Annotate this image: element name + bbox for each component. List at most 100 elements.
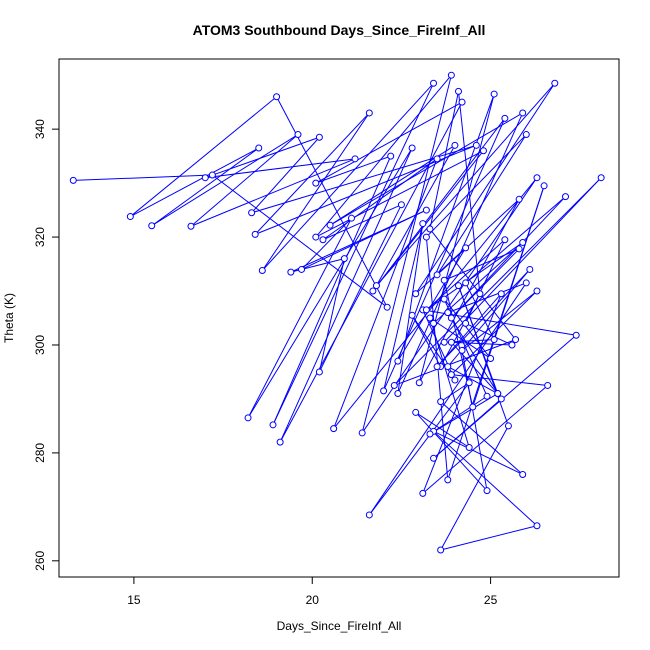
data-point — [412, 290, 420, 298]
data-point — [287, 268, 295, 276]
series-segment — [368, 382, 470, 516]
series-segment — [368, 282, 527, 516]
chart-title: ATOM3 Southbound Days_Since_FireInf_All — [193, 22, 486, 38]
data-point — [347, 214, 355, 222]
y-tick-label: 340 — [33, 119, 47, 139]
data-point — [312, 233, 320, 241]
data-point — [508, 341, 516, 349]
data-point — [476, 290, 484, 298]
data-point — [544, 381, 552, 389]
series-segment — [447, 366, 498, 394]
data-point — [422, 306, 430, 314]
series-segment — [361, 75, 452, 434]
data-point — [551, 79, 559, 87]
data-point — [358, 429, 366, 437]
data-point — [419, 489, 427, 497]
data-point — [465, 379, 473, 387]
data-point — [372, 282, 380, 290]
data-point — [397, 201, 405, 209]
series-segment — [436, 269, 531, 367]
data-point — [430, 319, 438, 327]
series-segment — [451, 341, 513, 346]
series-segment — [451, 374, 548, 386]
data-point — [501, 236, 509, 244]
series-segment — [440, 525, 538, 551]
data-point — [597, 174, 605, 182]
series-segment — [151, 134, 299, 227]
data-point — [440, 338, 448, 346]
data-point — [430, 454, 438, 462]
data-point — [201, 174, 209, 182]
data-point — [444, 476, 452, 484]
data-point — [426, 430, 434, 438]
data-point — [494, 390, 502, 398]
x-tick-label: 25 — [484, 593, 498, 607]
data-point — [522, 131, 530, 139]
data-point — [126, 213, 134, 221]
data-point — [572, 331, 580, 339]
series-segment — [415, 412, 470, 448]
series-segment — [322, 158, 438, 241]
data-point — [276, 438, 284, 446]
data-point — [148, 222, 156, 230]
series-segment — [433, 430, 523, 475]
data-point — [451, 376, 459, 384]
series-segment — [376, 145, 456, 286]
data-point — [315, 368, 323, 376]
series-segment — [372, 118, 506, 292]
data-point — [340, 255, 348, 263]
series-segment — [205, 158, 356, 179]
series-segment — [465, 239, 506, 324]
series-segment — [279, 147, 413, 443]
series-segment — [301, 217, 352, 270]
data-point — [269, 421, 277, 429]
series-segment — [261, 82, 434, 271]
data-point — [497, 290, 505, 298]
series-segment — [443, 177, 602, 343]
series-segment — [318, 204, 402, 373]
data-point — [533, 174, 541, 182]
data-point — [408, 311, 416, 319]
data-point — [522, 279, 530, 287]
data-point — [383, 303, 391, 311]
data-point — [472, 141, 480, 149]
x-axis: 15 20 25 — [127, 576, 498, 607]
series-segment — [426, 134, 527, 238]
series-segment — [318, 258, 345, 373]
series-segment — [472, 185, 545, 408]
data-point — [454, 282, 462, 290]
y-tick-label: 320 — [33, 227, 47, 247]
data-point — [458, 98, 466, 106]
series-segment — [461, 350, 488, 491]
series-segment — [436, 293, 502, 367]
data-point — [244, 414, 252, 422]
data-point — [433, 363, 441, 371]
data-point — [479, 147, 487, 155]
data-point — [365, 511, 373, 519]
data-point — [315, 133, 323, 141]
series-segment — [190, 134, 299, 227]
data-point — [440, 295, 448, 303]
series-segment — [329, 112, 523, 226]
y-tick-label: 260 — [33, 550, 47, 570]
series-segment — [247, 217, 352, 419]
series-segment — [429, 393, 498, 435]
series-segment — [130, 96, 277, 217]
series-segment — [397, 93, 495, 362]
data-point — [187, 222, 195, 230]
data-point — [408, 144, 416, 152]
series-segment — [429, 317, 491, 359]
data-point — [298, 265, 306, 273]
data-point — [519, 470, 527, 478]
data-point — [326, 221, 334, 229]
data-point — [312, 179, 320, 187]
data-point — [437, 398, 445, 406]
data-point — [390, 381, 398, 389]
series-segment — [315, 74, 452, 238]
series-segment — [447, 282, 527, 314]
series-lines — [73, 74, 602, 551]
data-point — [351, 155, 359, 163]
data-point — [387, 152, 395, 160]
data-point — [483, 392, 491, 400]
